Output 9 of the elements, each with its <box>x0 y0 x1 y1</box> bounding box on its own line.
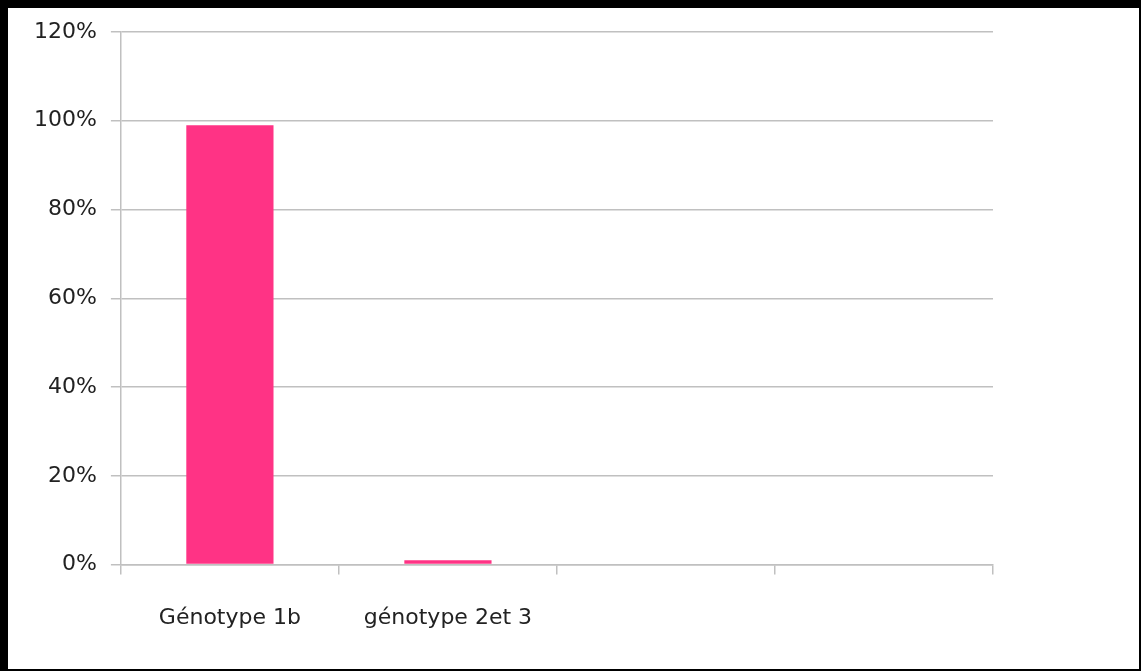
x-tick-label: Génotype 1b <box>158 603 301 629</box>
y-tick-label: 0% <box>61 550 97 576</box>
y-tick-label: 120% <box>33 17 97 43</box>
y-tick-label: 20% <box>47 461 97 487</box>
x-tick-label: génotype 2et 3 <box>363 603 533 629</box>
y-tick-label: 40% <box>47 372 97 398</box>
y-tick-label: 60% <box>47 284 97 310</box>
y-tick-label: 80% <box>47 195 97 221</box>
y-tick-label: 100% <box>33 106 97 132</box>
